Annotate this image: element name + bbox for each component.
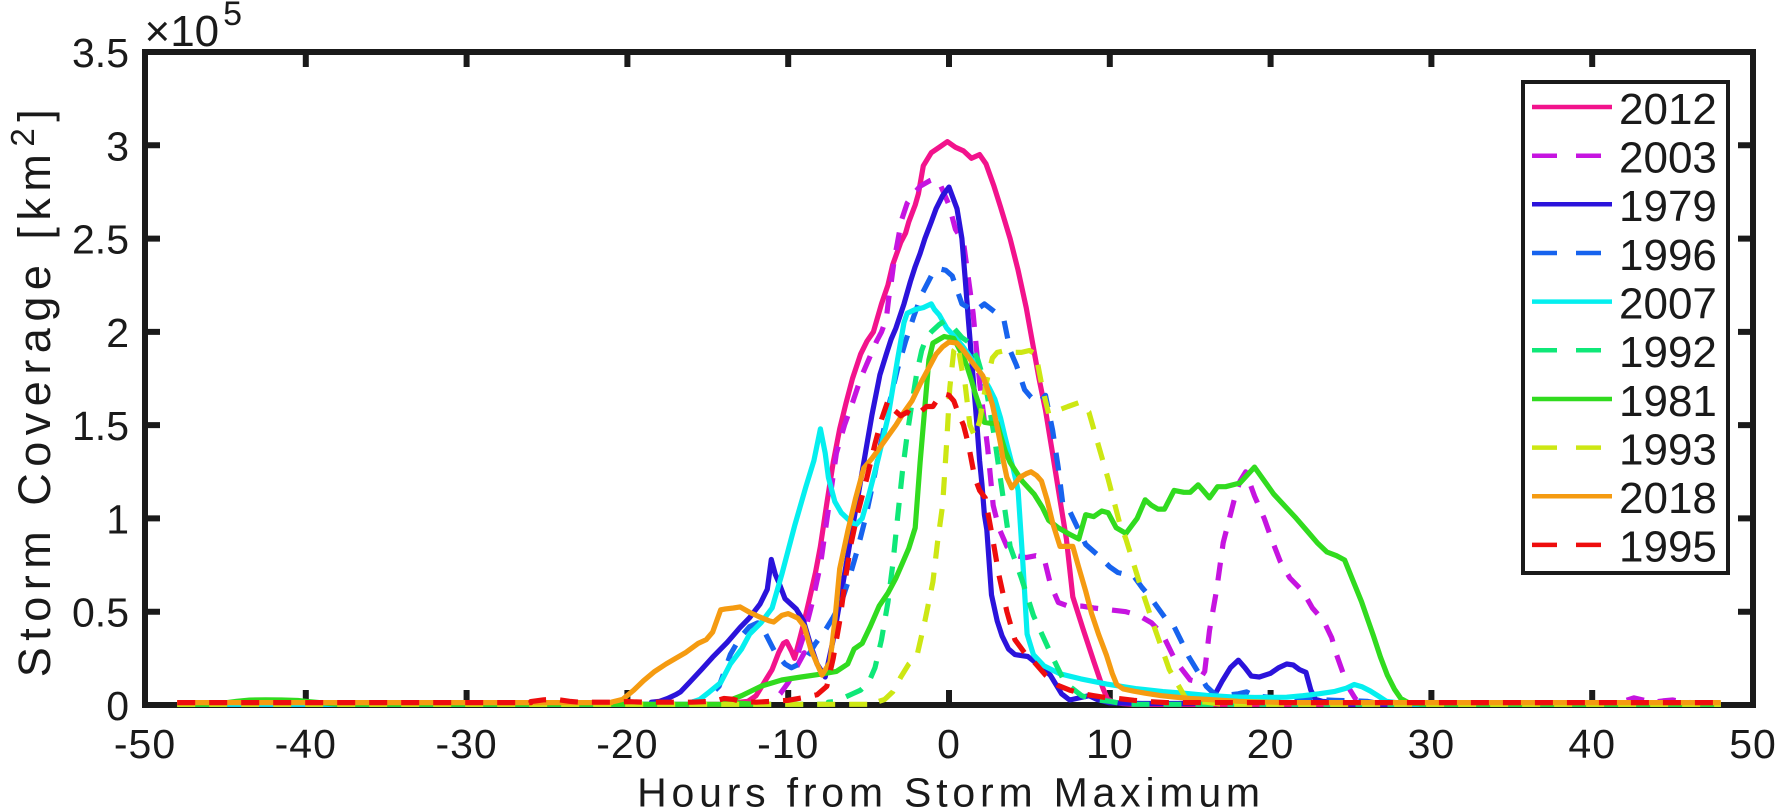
svg-text:2007: 2007: [1619, 279, 1717, 328]
svg-text:50: 50: [1729, 721, 1777, 767]
svg-text:1: 1: [106, 496, 129, 542]
svg-text:0: 0: [106, 683, 129, 729]
svg-text:2: 2: [106, 310, 129, 356]
svg-text:40: 40: [1568, 721, 1616, 767]
svg-text:1992: 1992: [1619, 328, 1717, 377]
svg-text:-30: -30: [435, 721, 497, 767]
svg-text:-50: -50: [114, 721, 176, 767]
svg-text:2.5: 2.5: [72, 217, 129, 263]
svg-text:3.5: 3.5: [72, 30, 129, 76]
svg-text:1996: 1996: [1619, 231, 1717, 280]
svg-text:30: 30: [1408, 721, 1456, 767]
svg-text:1979: 1979: [1619, 182, 1717, 231]
svg-text:3: 3: [106, 123, 129, 169]
svg-text:-20: -20: [596, 721, 658, 767]
svg-text:Hours from Storm Maximum: Hours from Storm Maximum: [637, 770, 1265, 810]
svg-text:10: 10: [1086, 721, 1134, 767]
svg-text:1981: 1981: [1619, 377, 1717, 426]
svg-text:1995: 1995: [1619, 523, 1717, 572]
svg-text:1.5: 1.5: [72, 403, 129, 449]
svg-text:Storm Coverage [km2]: Storm Coverage [km2]: [4, 103, 60, 678]
svg-text:2003: 2003: [1619, 134, 1717, 183]
svg-text:20: 20: [1247, 721, 1295, 767]
svg-text:2012: 2012: [1619, 85, 1717, 134]
svg-text:-10: -10: [757, 721, 819, 767]
svg-text:1993: 1993: [1619, 425, 1717, 474]
svg-text:0.5: 0.5: [72, 590, 129, 636]
svg-text:2018: 2018: [1619, 474, 1717, 523]
svg-text:-40: -40: [275, 721, 337, 767]
svg-text:0: 0: [937, 721, 961, 767]
